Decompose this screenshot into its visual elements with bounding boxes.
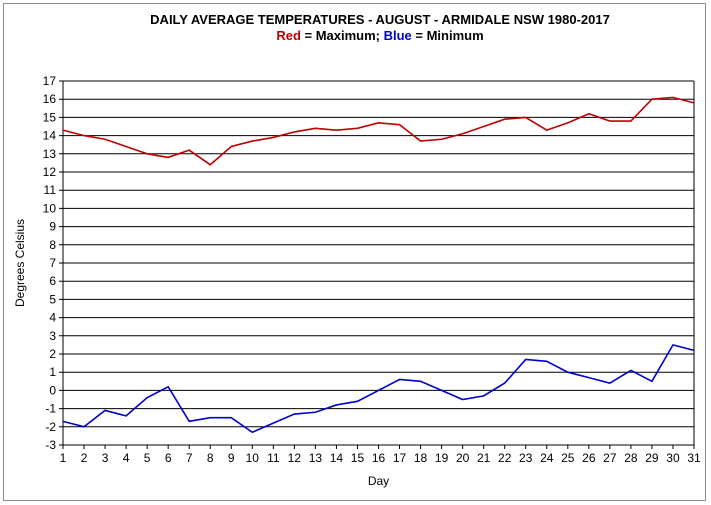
y-axis-label: Degrees Celsius <box>13 219 27 307</box>
y-tick-label: 17 <box>43 74 57 88</box>
x-tick-label: 1 <box>60 451 67 465</box>
x-tick-label: 2 <box>81 451 88 465</box>
x-tick-label: 13 <box>309 451 323 465</box>
x-axis-label: Day <box>368 474 389 488</box>
x-tick-label: 25 <box>561 451 575 465</box>
series-lines <box>62 96 695 434</box>
subtitle-red-label: Red <box>276 28 301 43</box>
y-tick-label: 3 <box>49 329 56 343</box>
x-tick-label: 30 <box>666 451 680 465</box>
x-tick-label: 28 <box>624 451 638 465</box>
y-tick-label: -3 <box>45 438 56 452</box>
y-tick-label: 10 <box>43 201 57 215</box>
x-tick-label: 23 <box>519 451 533 465</box>
x-tick-label: 31 <box>687 451 701 465</box>
series-minimum-line <box>62 343 695 434</box>
x-tick-label: 6 <box>165 451 172 465</box>
chart-subtitle: Red = Maximum; Blue = Minimum <box>0 28 711 43</box>
y-tick-label: 7 <box>49 256 56 270</box>
x-tick-label: 19 <box>435 451 449 465</box>
y-tick-label: 9 <box>49 220 56 234</box>
y-tick-label: 12 <box>43 165 57 179</box>
x-tick-label: 4 <box>123 451 130 465</box>
x-tick-label: 14 <box>330 451 344 465</box>
x-tick-label: 16 <box>372 451 386 465</box>
x-tick-label: 9 <box>228 451 235 465</box>
y-tick-label: 4 <box>49 311 56 325</box>
x-tick-label: 20 <box>456 451 470 465</box>
x-tick-label: 10 <box>246 451 260 465</box>
x-tick-label: 24 <box>540 451 554 465</box>
x-tick-label: 22 <box>498 451 512 465</box>
y-tick-label: 15 <box>43 110 57 124</box>
x-tick-label: 29 <box>645 451 659 465</box>
x-tick-label: 21 <box>477 451 491 465</box>
y-tick-label: 16 <box>43 92 57 106</box>
grid-lines <box>59 80 695 449</box>
x-tick-label: 5 <box>144 451 151 465</box>
subtitle-minimum-text: = Minimum <box>411 28 484 43</box>
subtitle-maximum-text: = Maximum; <box>300 28 384 43</box>
chart-title: DAILY AVERAGE TEMPERATURES - AUGUST - AR… <box>150 12 610 27</box>
y-tick-label: 6 <box>49 274 56 288</box>
x-tick-label: 17 <box>393 451 407 465</box>
y-tick-label: 13 <box>43 147 57 161</box>
y-tick-label: 1 <box>49 365 56 379</box>
y-tick-label: -1 <box>45 402 56 416</box>
y-tick-label: 8 <box>49 238 56 252</box>
y-tick-label: -2 <box>45 420 56 434</box>
x-tick-label: 7 <box>186 451 193 465</box>
x-tick-label: 11 <box>267 451 280 465</box>
y-tick-label: 5 <box>49 292 56 306</box>
x-tick-label: 3 <box>102 451 109 465</box>
chart-frame <box>3 3 706 501</box>
series-maximum-line <box>62 96 695 166</box>
y-tick-label: 0 <box>49 383 56 397</box>
x-tick-label: 12 <box>288 451 302 465</box>
subtitle-blue-label: Blue <box>383 28 412 43</box>
x-tick-label: 8 <box>207 451 214 465</box>
x-tick-label: 26 <box>582 451 596 465</box>
y-tick-label: 11 <box>44 183 57 197</box>
x-tick-label: 27 <box>603 451 617 465</box>
y-tick-label: 14 <box>43 129 57 143</box>
x-tick-label: 15 <box>351 451 365 465</box>
y-tick-label: 2 <box>49 347 56 361</box>
x-tick-label: 18 <box>414 451 428 465</box>
x-tick-labels: 1 2 3 4 5 6 7 8 9 10 11 12 13 14 15 16 17 18 19 20 21 22 23 24 2… <box>60 451 701 465</box>
